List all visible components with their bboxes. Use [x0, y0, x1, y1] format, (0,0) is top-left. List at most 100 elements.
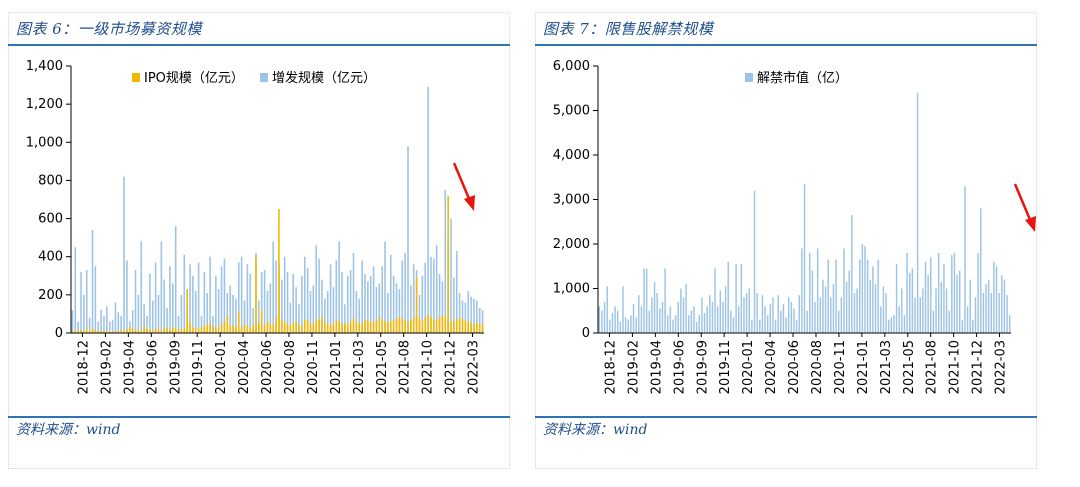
bar	[111, 331, 114, 333]
bar	[927, 275, 929, 333]
bar	[837, 310, 840, 333]
x-tick-label: 2021-12	[971, 340, 986, 394]
bar	[332, 287, 335, 333]
bar	[335, 320, 338, 333]
bar	[203, 271, 206, 333]
bar	[458, 292, 461, 333]
bar	[919, 297, 921, 333]
bar	[464, 320, 467, 333]
bar	[180, 294, 183, 333]
bar	[1001, 275, 1003, 333]
bar	[716, 306, 719, 333]
bar	[937, 252, 940, 333]
bar	[924, 261, 927, 333]
bar	[719, 290, 722, 333]
x-tick-label: 2020-11	[833, 340, 848, 394]
bar	[235, 326, 237, 333]
x-tick-label: 2020-04	[237, 340, 252, 394]
bar	[1006, 295, 1008, 333]
bar	[232, 294, 234, 333]
bar	[682, 297, 685, 333]
bar	[730, 310, 732, 333]
bar	[289, 325, 292, 333]
bar	[223, 321, 226, 333]
bar	[203, 326, 206, 333]
bar	[398, 289, 401, 333]
bar	[352, 252, 355, 333]
bar	[824, 286, 827, 333]
bar	[398, 317, 401, 333]
bar	[956, 275, 958, 333]
bar	[255, 256, 257, 333]
bar	[85, 270, 88, 333]
bar	[774, 319, 777, 333]
bar	[438, 316, 441, 333]
bar	[189, 264, 191, 333]
bar	[283, 321, 286, 333]
bar	[830, 297, 832, 333]
bar	[995, 266, 998, 333]
bar	[355, 291, 358, 333]
x-tick-label: 2020-01	[214, 340, 229, 394]
bar	[140, 241, 143, 333]
bar	[453, 320, 455, 333]
bar	[94, 329, 97, 333]
bar	[80, 330, 82, 333]
bar	[134, 329, 137, 333]
bar	[91, 328, 94, 333]
bar	[324, 321, 326, 333]
bar	[381, 319, 383, 333]
bar	[286, 271, 289, 333]
bar	[827, 259, 829, 333]
x-tick-label: 2020-08	[283, 340, 298, 394]
bar	[461, 318, 464, 333]
x-tick-label: 2022-03	[467, 340, 482, 394]
bar	[969, 279, 971, 333]
bar	[329, 264, 332, 333]
bar	[384, 241, 386, 333]
bar	[893, 315, 895, 333]
bar	[470, 296, 472, 333]
bar	[427, 86, 429, 333]
bar	[980, 208, 982, 333]
x-tick-label: 2019-09	[168, 340, 183, 394]
bar	[887, 319, 890, 333]
bar	[677, 301, 679, 333]
bar	[619, 321, 622, 334]
bar	[226, 292, 229, 333]
bar	[88, 317, 91, 333]
bar	[315, 319, 318, 333]
bar	[632, 304, 635, 333]
bar	[885, 292, 887, 333]
bar	[217, 289, 220, 333]
bar	[364, 273, 366, 333]
bar	[430, 256, 432, 333]
bar	[229, 324, 231, 333]
bar	[901, 288, 903, 333]
bar	[206, 292, 209, 333]
bar	[258, 323, 260, 333]
bar	[622, 286, 624, 333]
bar	[903, 315, 906, 333]
bar	[1003, 279, 1006, 333]
bar	[987, 279, 990, 333]
bar	[197, 262, 200, 333]
bar	[895, 264, 898, 333]
y-tick-label: 2,000	[553, 237, 590, 252]
x-tick-label: 2021-01	[856, 340, 871, 394]
bar	[266, 291, 269, 333]
y-tick-label: 5,000	[553, 104, 590, 119]
bar	[349, 321, 352, 333]
bar	[298, 324, 300, 333]
bar	[117, 312, 120, 333]
bar	[943, 264, 945, 333]
bar	[430, 316, 432, 333]
bar	[645, 268, 648, 333]
bar	[1008, 315, 1011, 333]
bar	[209, 323, 211, 333]
bar	[407, 146, 409, 333]
bar	[404, 252, 406, 333]
bar	[964, 186, 966, 333]
bar	[367, 281, 369, 333]
series-second	[71, 86, 484, 333]
